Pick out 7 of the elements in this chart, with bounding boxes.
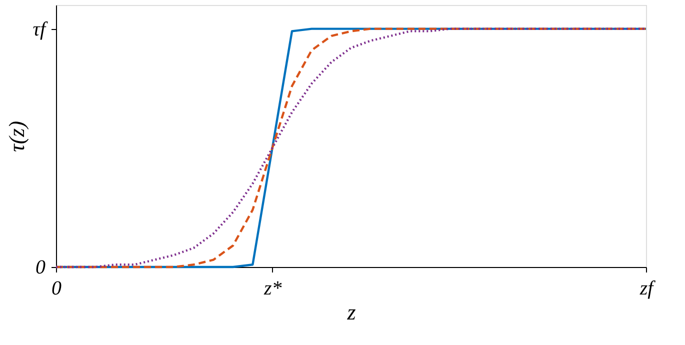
text: τf (32, 18, 48, 40)
x-axis-title: z (346, 300, 356, 324)
y-axis-title: τ(z) (4, 120, 29, 152)
text: 0 (36, 256, 46, 278)
x-tick-label: z* (262, 278, 282, 300)
x-tick-label: zf (638, 278, 656, 300)
x-tick-label: 0 (52, 278, 62, 300)
